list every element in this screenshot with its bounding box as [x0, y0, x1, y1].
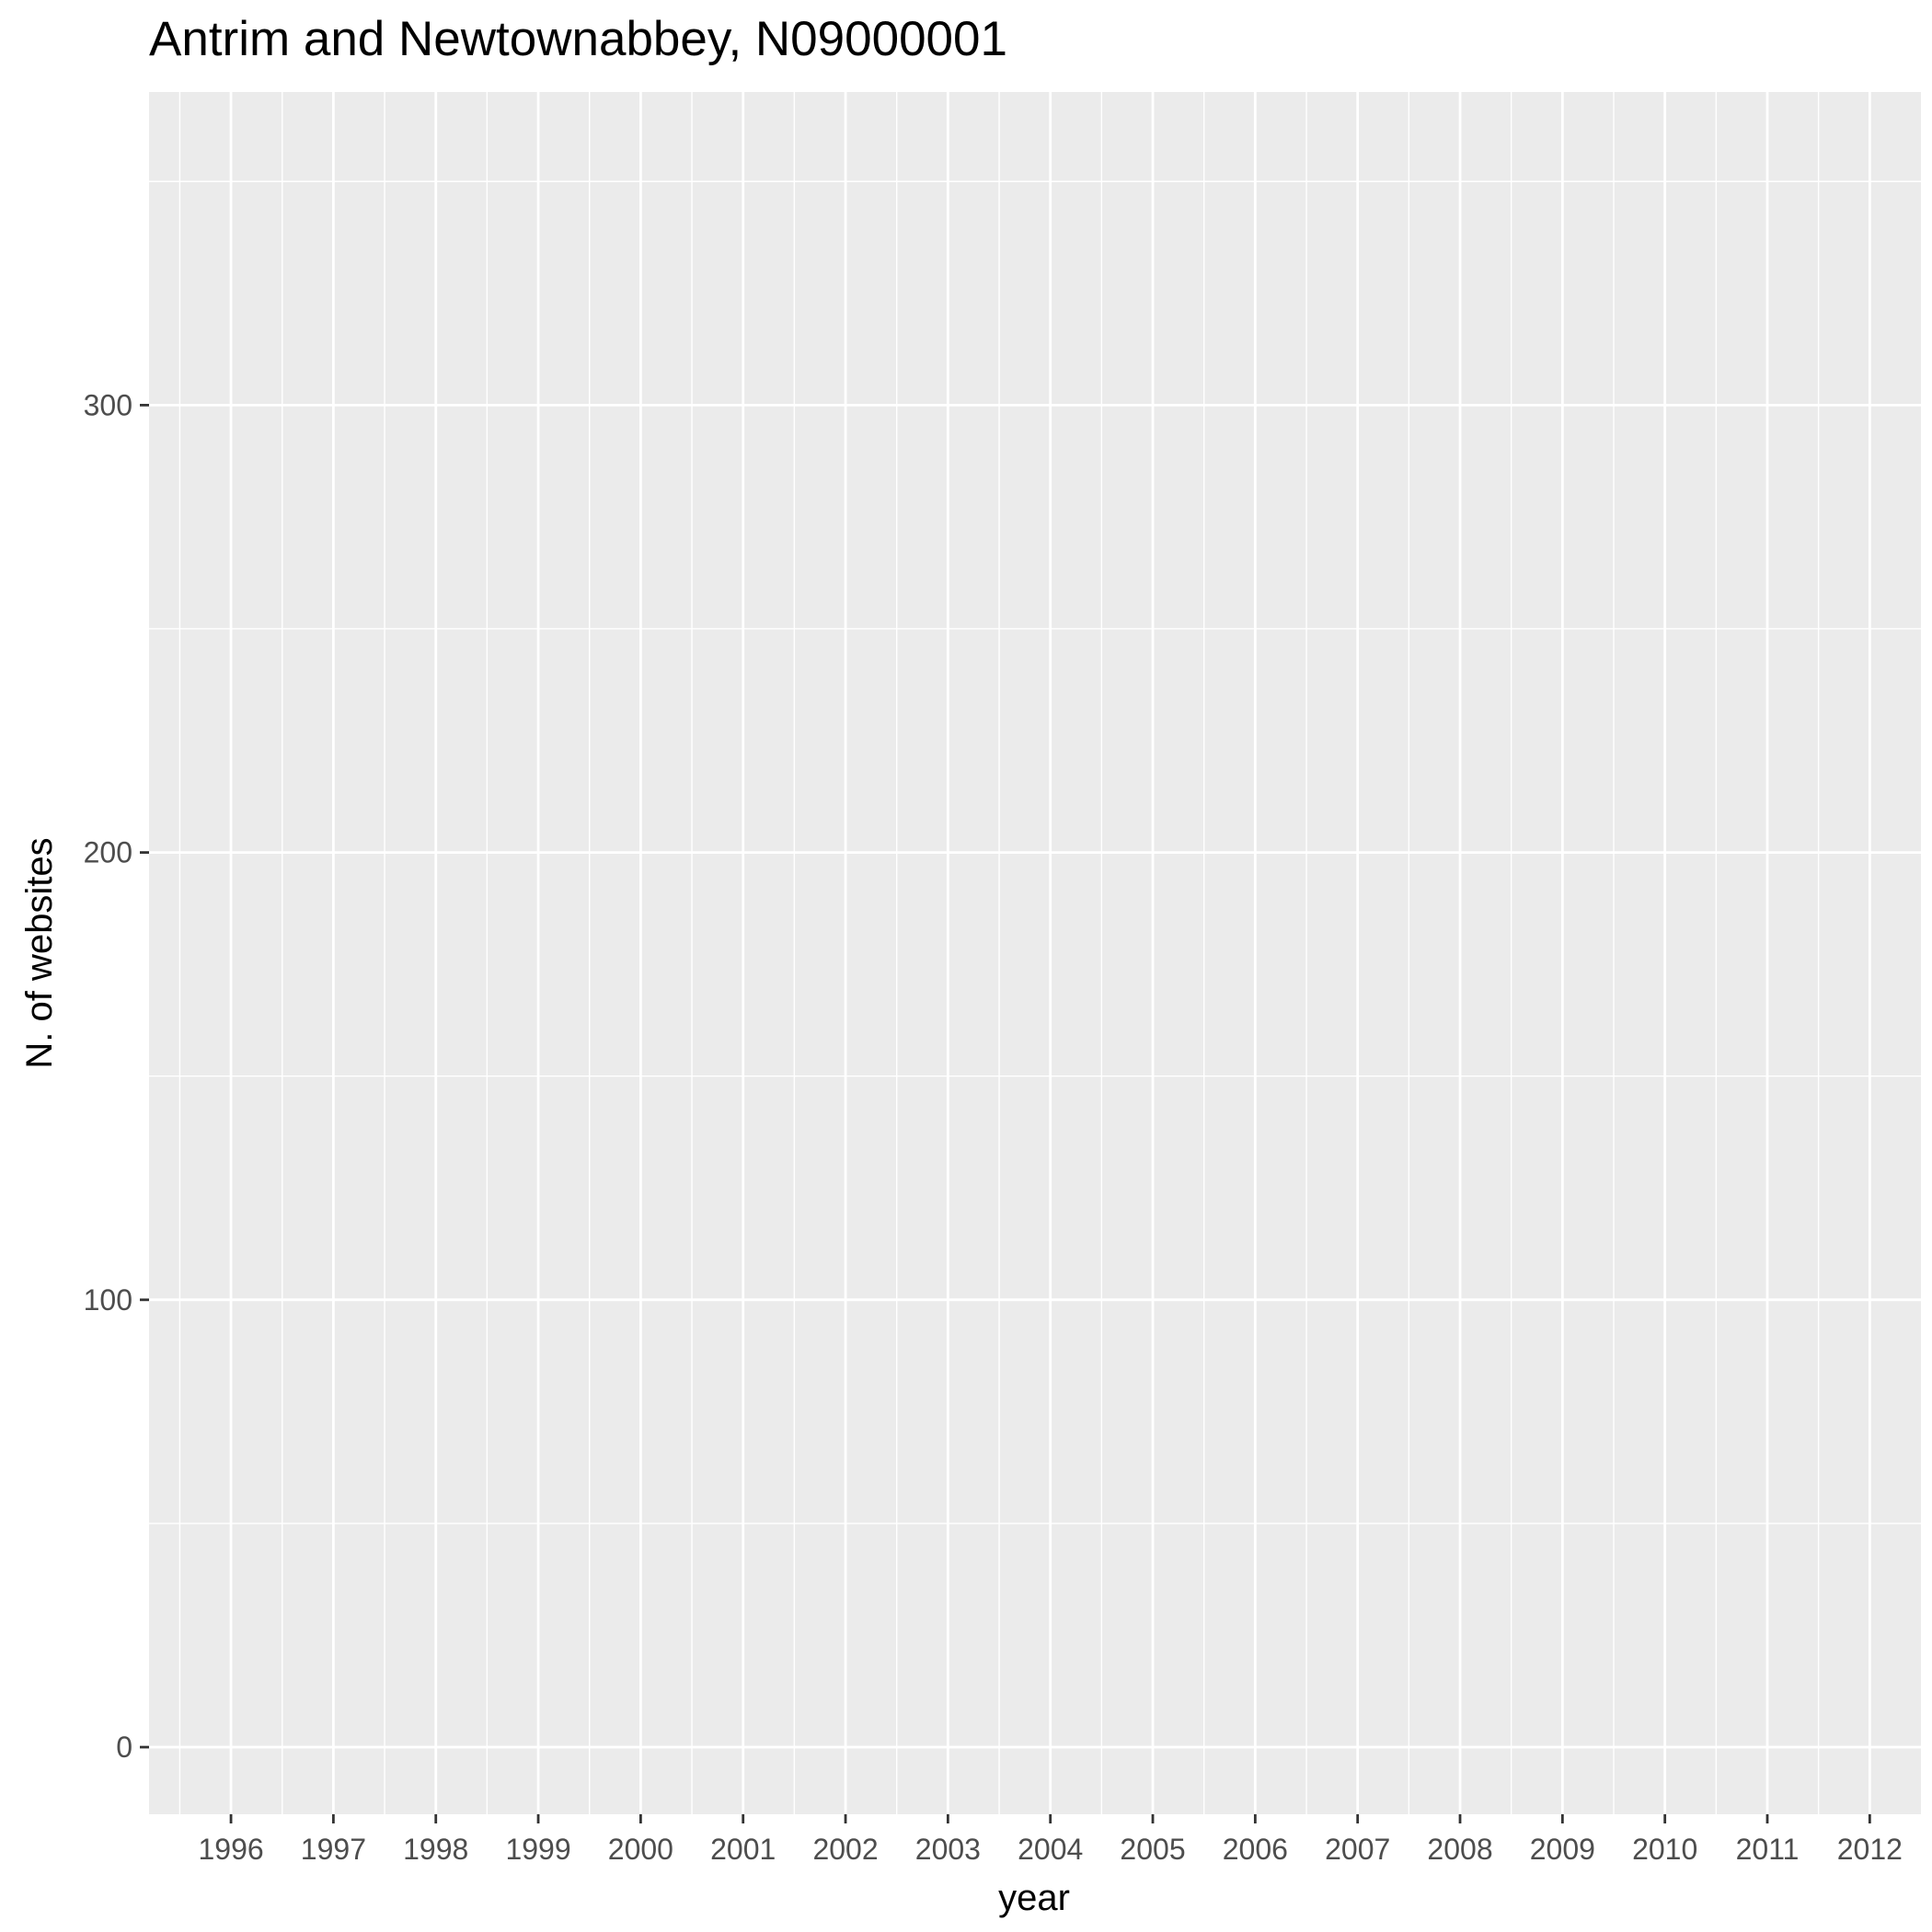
x-tick-label: 2000 — [608, 1833, 673, 1866]
plot-panel — [149, 92, 1921, 1814]
x-tick-label: 2007 — [1325, 1833, 1390, 1866]
x-tick-label: 2005 — [1120, 1833, 1185, 1866]
chart-title: Antrim and Newtownabbey, N09000001 — [149, 12, 1007, 66]
x-tick-label: 2006 — [1223, 1833, 1288, 1866]
x-tick-label: 2004 — [1018, 1833, 1083, 1866]
x-tick-label: 2001 — [710, 1833, 776, 1866]
x-tick-label: 2010 — [1632, 1833, 1697, 1866]
x-tick-label: 2011 — [1736, 1833, 1800, 1866]
x-tick-label: 1997 — [301, 1833, 366, 1866]
y-tick-label: 100 — [84, 1283, 132, 1317]
x-tick-label: 1999 — [505, 1833, 570, 1866]
x-tick-label: 2012 — [1837, 1833, 1903, 1866]
y-tick-label: 0 — [116, 1731, 132, 1764]
major-gridlines — [149, 92, 1921, 1814]
x-tick-label: 2002 — [812, 1833, 878, 1866]
x-tick-label: 2008 — [1427, 1833, 1492, 1866]
y-tick-label: 200 — [84, 836, 132, 869]
x-tick-label: 1998 — [403, 1833, 468, 1866]
x-axis: 1996 1997 1998 1999 2000 2001 2002 2003 2004 2005… — [198, 1814, 1903, 1866]
minor-gridlines — [149, 92, 1921, 1814]
x-tick-label: 1996 — [198, 1833, 263, 1866]
y-axis: 0 100 200 300 — [84, 388, 149, 1764]
y-tick-label: 300 — [84, 388, 132, 421]
x-tick-label: 2003 — [915, 1833, 981, 1866]
x-axis-title: year — [998, 1878, 1070, 1918]
y-axis-title: N. of websites — [19, 837, 60, 1068]
x-tick-label: 2009 — [1530, 1833, 1595, 1866]
